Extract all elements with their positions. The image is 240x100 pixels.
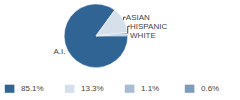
svg-text:13.3%: 13.3% [81, 84, 104, 93]
svg-text:HISPANIC: HISPANIC [130, 22, 167, 31]
svg-text:A.I.: A.I. [53, 47, 65, 56]
svg-text:1.1%: 1.1% [141, 84, 159, 93]
svg-text:WHITE: WHITE [130, 31, 156, 40]
svg-text:ASIAN: ASIAN [126, 13, 150, 22]
svg-text:0.6%: 0.6% [201, 84, 219, 93]
svg-text:85.1%: 85.1% [21, 84, 44, 93]
